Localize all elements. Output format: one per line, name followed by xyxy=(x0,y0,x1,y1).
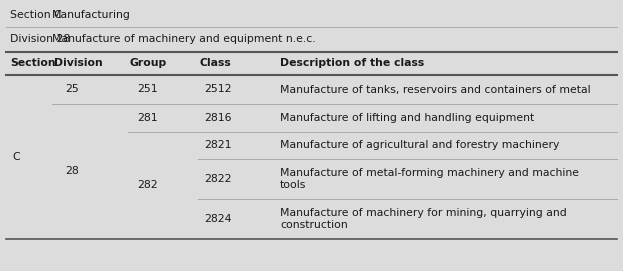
Text: 2512: 2512 xyxy=(204,85,232,95)
Text: Section C: Section C xyxy=(10,10,62,20)
Text: Manufacturing: Manufacturing xyxy=(52,10,131,20)
Text: Group: Group xyxy=(130,59,167,69)
Text: 282: 282 xyxy=(138,180,158,191)
Text: 2821: 2821 xyxy=(204,140,232,150)
Text: 251: 251 xyxy=(138,85,158,95)
Text: Division 28: Division 28 xyxy=(10,34,70,44)
Text: Division: Division xyxy=(54,59,103,69)
Text: Section: Section xyxy=(10,59,55,69)
Text: Class: Class xyxy=(200,59,232,69)
Text: 281: 281 xyxy=(138,113,158,123)
Text: Manufacture of tanks, reservoirs and containers of metal: Manufacture of tanks, reservoirs and con… xyxy=(280,85,591,95)
Text: 2816: 2816 xyxy=(204,113,232,123)
Text: Manufacture of agricultural and forestry machinery: Manufacture of agricultural and forestry… xyxy=(280,140,559,150)
Text: 28: 28 xyxy=(65,166,79,176)
Text: Manufacture of lifting and handling equipment: Manufacture of lifting and handling equi… xyxy=(280,113,535,123)
Text: 25: 25 xyxy=(65,85,79,95)
Text: Manufacture of machinery for mining, quarrying and
construction: Manufacture of machinery for mining, qua… xyxy=(280,208,567,230)
Text: Description of the class: Description of the class xyxy=(280,59,424,69)
Text: Manufacture of machinery and equipment n.e.c.: Manufacture of machinery and equipment n… xyxy=(52,34,316,44)
Text: Manufacture of metal-forming machinery and machine
tools: Manufacture of metal-forming machinery a… xyxy=(280,167,579,191)
Text: C: C xyxy=(12,152,20,162)
Text: 2824: 2824 xyxy=(204,214,232,224)
Text: 2822: 2822 xyxy=(204,174,232,184)
